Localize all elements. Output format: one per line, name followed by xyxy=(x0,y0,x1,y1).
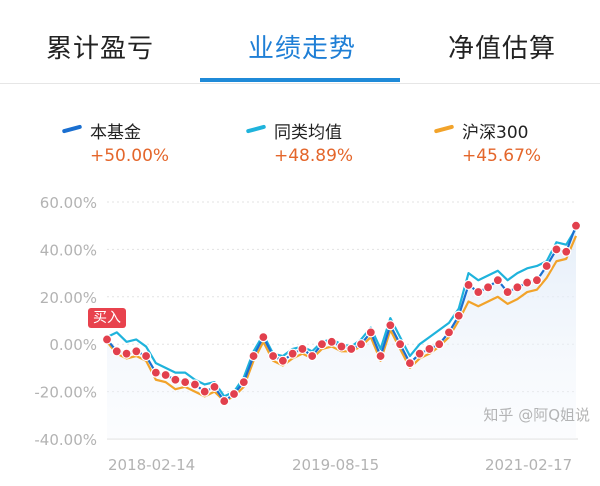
x-tick-label: 2019-08-15 xyxy=(292,456,379,474)
y-tick-label: 0.00% xyxy=(49,336,97,354)
trade-point xyxy=(316,339,328,350)
trade-point xyxy=(307,350,318,362)
trade-point xyxy=(561,246,572,257)
y-tick-label: -20.00% xyxy=(34,384,97,402)
legend-value: +45.67% xyxy=(462,146,542,166)
trade-point xyxy=(482,282,494,293)
trade-point xyxy=(248,350,259,362)
trade-point xyxy=(414,348,425,359)
trade-point xyxy=(404,358,415,369)
trade-point xyxy=(473,286,484,298)
trade-point xyxy=(522,277,533,288)
y-tick-label: -40.00% xyxy=(34,431,97,449)
trade-point xyxy=(492,275,503,286)
tab-cumulative-pnl[interactable]: 累计盈亏 xyxy=(46,34,155,64)
trade-point xyxy=(375,350,386,362)
trade-point xyxy=(180,377,191,388)
trade-point xyxy=(121,348,132,359)
trade-point xyxy=(424,343,435,355)
fund-area-fill xyxy=(107,225,576,439)
trade-point xyxy=(238,377,249,388)
trade-point xyxy=(131,346,142,357)
legend-name: 沪深300 xyxy=(462,123,529,143)
trade-point xyxy=(287,348,298,359)
trade-point xyxy=(209,381,220,392)
active-tab-indicator xyxy=(200,78,400,82)
trade-point xyxy=(160,369,171,381)
trade-point xyxy=(434,339,445,350)
trade-point xyxy=(268,350,279,362)
trade-point xyxy=(395,339,406,350)
x-tick-label: 2018-02-14 xyxy=(108,456,195,474)
trade-point xyxy=(512,282,523,293)
trade-point xyxy=(355,339,367,350)
trade-point xyxy=(531,275,543,286)
trade-point xyxy=(150,367,161,378)
y-tick-label: 60.00% xyxy=(40,194,97,212)
trade-point xyxy=(326,336,337,347)
trade-point xyxy=(453,310,464,321)
x-tick-label: 2021-02-17 xyxy=(485,456,572,474)
trade-point xyxy=(101,334,113,345)
trade-point xyxy=(199,386,210,397)
trade-point xyxy=(140,350,152,362)
trade-point xyxy=(541,260,552,272)
trade-point xyxy=(365,327,376,338)
tab-nav-estimate[interactable]: 净值估算 xyxy=(448,34,557,64)
trade-point xyxy=(258,331,269,343)
trade-point xyxy=(277,355,288,366)
trade-point xyxy=(170,374,181,385)
y-tick-label: 20.00% xyxy=(40,289,97,307)
trade-point xyxy=(219,395,230,407)
trade-point xyxy=(189,379,201,390)
trade-point xyxy=(297,343,308,355)
trade-point xyxy=(336,341,347,352)
trade-point xyxy=(463,279,474,291)
y-tick-label: 40.00% xyxy=(40,241,97,259)
trade-point xyxy=(228,388,240,400)
trade-point xyxy=(346,343,357,355)
legend-name: 本基金 xyxy=(90,123,141,143)
legend-value: +48.89% xyxy=(274,146,354,166)
trade-point xyxy=(443,327,455,338)
tab-bar: 累计盈亏 业绩走势 净值估算 xyxy=(0,0,600,84)
trade-point xyxy=(111,346,122,357)
trade-point xyxy=(570,220,582,231)
legend-name: 同类均值 xyxy=(274,123,342,143)
trade-point xyxy=(502,286,513,298)
buy-marker-label: 买入 xyxy=(88,308,126,328)
trade-point xyxy=(551,244,562,255)
watermark: 知乎 @阿Q姐说 xyxy=(483,406,590,424)
legend-value: +50.00% xyxy=(90,146,170,166)
tab-performance[interactable]: 业绩走势 xyxy=(248,34,357,64)
trade-point xyxy=(385,320,396,331)
